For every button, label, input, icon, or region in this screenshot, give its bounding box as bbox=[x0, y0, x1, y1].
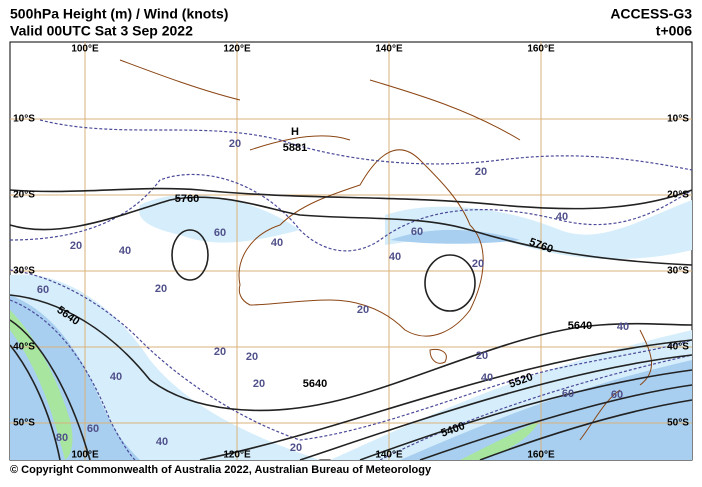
lat-label: 20°S bbox=[667, 190, 689, 201]
height-label: 5640 bbox=[303, 378, 327, 390]
wind-label: 60 bbox=[37, 284, 49, 296]
wind-label: 60 bbox=[611, 389, 623, 401]
wind-label: 80 bbox=[56, 432, 68, 444]
lon-label: 160°E bbox=[527, 44, 555, 55]
height-label: 5760 bbox=[175, 193, 199, 205]
wind-label: 60 bbox=[562, 388, 574, 400]
wind-label: 20 bbox=[475, 166, 487, 178]
wind-label: 20 bbox=[253, 378, 265, 390]
lat-label: 50°S bbox=[13, 418, 35, 429]
wind-label: 20 bbox=[155, 283, 167, 295]
lon-label: 140°E bbox=[375, 450, 403, 461]
lat-label: 40°S bbox=[667, 342, 689, 353]
lat-label: 10°S bbox=[13, 114, 35, 125]
wind-label: 20 bbox=[229, 138, 241, 150]
wind-label: 60 bbox=[411, 226, 423, 238]
wind-label: 40 bbox=[271, 237, 283, 249]
lon-label: 140°E bbox=[375, 44, 403, 55]
lon-label: 120°E bbox=[223, 450, 251, 461]
map-frame bbox=[9, 41, 693, 461]
wind-label: 40 bbox=[389, 251, 401, 263]
height-label: 5640 bbox=[568, 320, 592, 332]
wind-label: 40 bbox=[617, 321, 629, 333]
lat-label: 30°S bbox=[13, 266, 35, 277]
wind-label: 60 bbox=[214, 227, 226, 239]
wind-label: 20 bbox=[476, 350, 488, 362]
wind-label: 40 bbox=[481, 372, 493, 384]
wind-label: 20 bbox=[290, 442, 302, 454]
lat-label: 20°S bbox=[13, 190, 35, 201]
wind-label: 40 bbox=[556, 211, 568, 223]
copyright: © Copyright Commonwealth of Australia 20… bbox=[10, 464, 432, 476]
model-name: ACCESS-G3 bbox=[610, 6, 692, 22]
wind-label: 60 bbox=[87, 423, 99, 435]
wind-label: 40 bbox=[110, 371, 122, 383]
lat-label: 30°S bbox=[667, 266, 689, 277]
wind-label: 20 bbox=[246, 351, 258, 363]
wind-label: 40 bbox=[156, 436, 168, 448]
wind-label: 20 bbox=[472, 258, 484, 270]
wind-label: 20 bbox=[357, 304, 369, 316]
lon-label: 160°E bbox=[527, 450, 555, 461]
wind-label: 20 bbox=[70, 240, 82, 252]
high-value: 5881 bbox=[283, 142, 307, 154]
lead-time: t+006 bbox=[656, 23, 692, 39]
wind-label: 20 bbox=[214, 346, 226, 358]
lon-label: 120°E bbox=[223, 44, 251, 55]
lat-label: 10°S bbox=[667, 114, 689, 125]
labels: 100°E 100°E 120°E 120°E 140°E 140°E 160°E 160°E… bbox=[13, 44, 689, 461]
lat-label: 50°S bbox=[667, 418, 689, 429]
valid-time: Valid 00UTC Sat 3 Sep 2022 bbox=[10, 23, 193, 39]
high-marker: H bbox=[291, 126, 299, 138]
lon-label: 100°E bbox=[71, 450, 99, 461]
lon-label: 100°E bbox=[71, 44, 99, 55]
title: 500hPa Height (m) / Wind (knots) bbox=[10, 6, 228, 22]
lat-label: 40°S bbox=[13, 342, 35, 353]
wind-label: 40 bbox=[119, 245, 131, 257]
